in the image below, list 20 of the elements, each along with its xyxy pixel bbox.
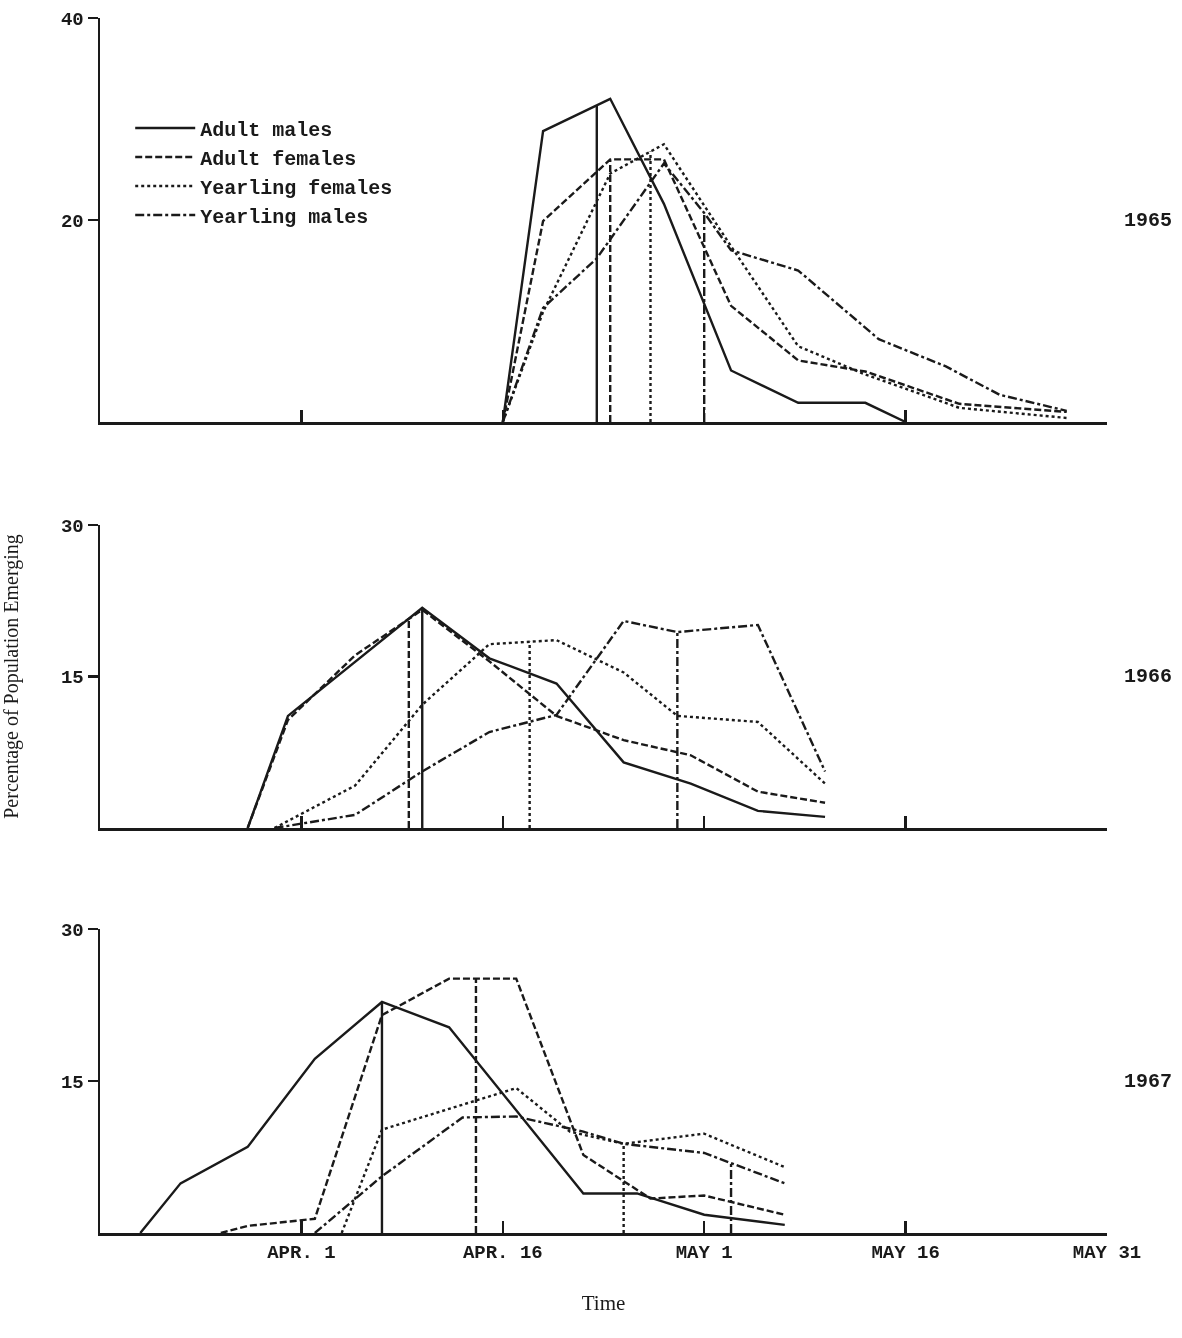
y-axis-title: Percentage of Population Emerging <box>0 534 23 819</box>
x-tick-label: MAY 1 <box>675 1242 733 1265</box>
y-tick-label: 30 <box>60 919 84 942</box>
y-tick-label: 20 <box>60 210 84 233</box>
x-tick-label: MAY 31 <box>1072 1242 1142 1265</box>
legend-label: Adult males <box>200 118 333 142</box>
y-tick-label: 40 <box>60 8 84 31</box>
x-tick-label: APR. 1 <box>267 1242 336 1265</box>
y-tick-label: 30 <box>60 515 84 538</box>
y-tick-label: 15 <box>60 667 84 690</box>
x-tick-label: MAY 16 <box>871 1242 940 1265</box>
y-tick-label: 15 <box>60 1071 84 1094</box>
text: 1965 <box>1124 209 1173 232</box>
x-tick-label: APR. 16 <box>462 1242 543 1265</box>
text: 1967 <box>1124 1070 1173 1093</box>
legend-label: Yearling females <box>200 176 393 200</box>
legend-label: Yearling males <box>200 205 369 229</box>
legend-label: Adult females <box>200 147 357 171</box>
x-axis-title: Time <box>581 1290 626 1315</box>
text: 1966 <box>1124 665 1173 688</box>
